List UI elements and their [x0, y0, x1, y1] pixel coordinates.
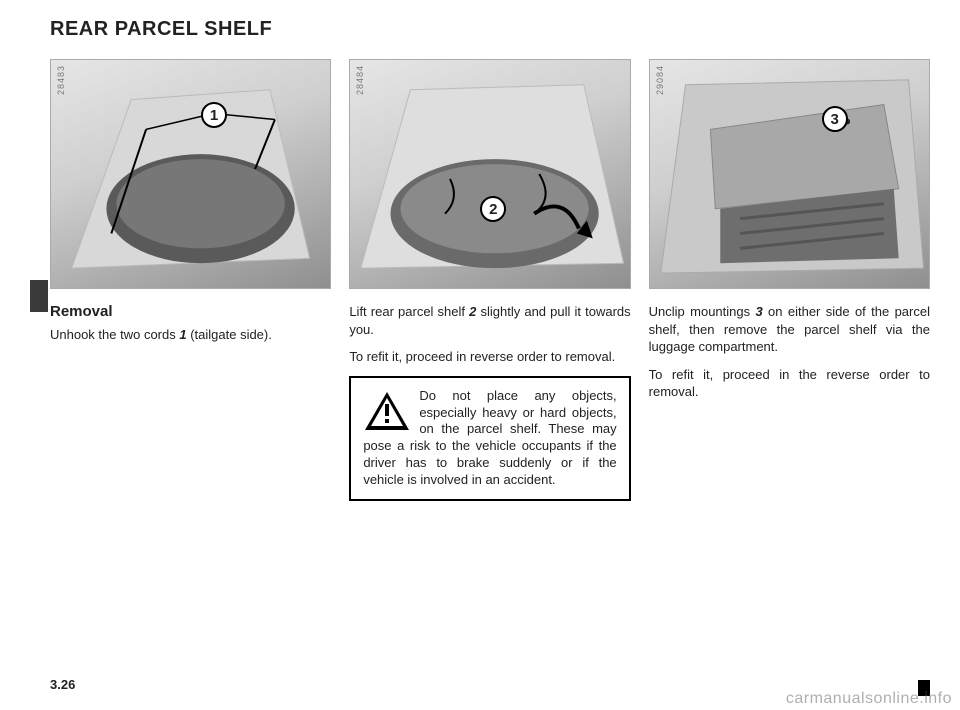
- removal-text: Unhook the two cords 1 (tailgate side).: [50, 326, 331, 344]
- text-fragment: Unclip mountings: [649, 304, 756, 319]
- watermark: carmanualsonline.info: [786, 690, 952, 708]
- illustration: [650, 60, 929, 288]
- callout-number: 3: [830, 111, 838, 128]
- text-fragment: Lift rear parcel shelf: [349, 304, 469, 319]
- text-fragment: (tailgate side).: [187, 327, 272, 342]
- column-right: 29084 3 Unclip moun: [649, 59, 930, 501]
- illustration: [51, 60, 330, 288]
- text-fragment: Unhook the two cords: [50, 327, 179, 342]
- ref-number: 3: [755, 304, 762, 319]
- lift-text: Lift rear parcel shelf 2 slightly and pu…: [349, 303, 630, 338]
- callout-number: 1: [210, 107, 218, 124]
- page-number: 3.26: [50, 677, 75, 692]
- refit-text: To refit it, proceed in reverse order to…: [349, 348, 630, 366]
- photo-left: 28483 1: [50, 59, 331, 289]
- column-left: 28483 1 Removal: [50, 59, 331, 501]
- callout-number: 2: [489, 201, 497, 218]
- photo-right: 29084 3: [649, 59, 930, 289]
- page-title: REAR PARCEL SHELF: [50, 18, 930, 41]
- photo-middle: 28484 2: [349, 59, 630, 289]
- ref-number: 1: [179, 327, 186, 342]
- columns: 28483 1 Removal: [50, 59, 930, 501]
- warning-icon: [363, 390, 411, 432]
- callout-3: 3: [822, 106, 848, 132]
- illustration: [350, 60, 629, 288]
- section-tab: [30, 280, 48, 312]
- unclip-text: Unclip mountings 3 on either side of the…: [649, 303, 930, 356]
- column-middle: 28484 2 Lift rear p: [349, 59, 630, 501]
- warning-box: Do not place any objects, especially hea…: [349, 376, 630, 501]
- callout-1: 1: [201, 102, 227, 128]
- subheading-removal: Removal: [50, 303, 331, 320]
- refit-text-right: To refit it, proceed in the reverse orde…: [649, 366, 930, 401]
- manual-page: REAR PARCEL SHELF 28483: [0, 0, 960, 710]
